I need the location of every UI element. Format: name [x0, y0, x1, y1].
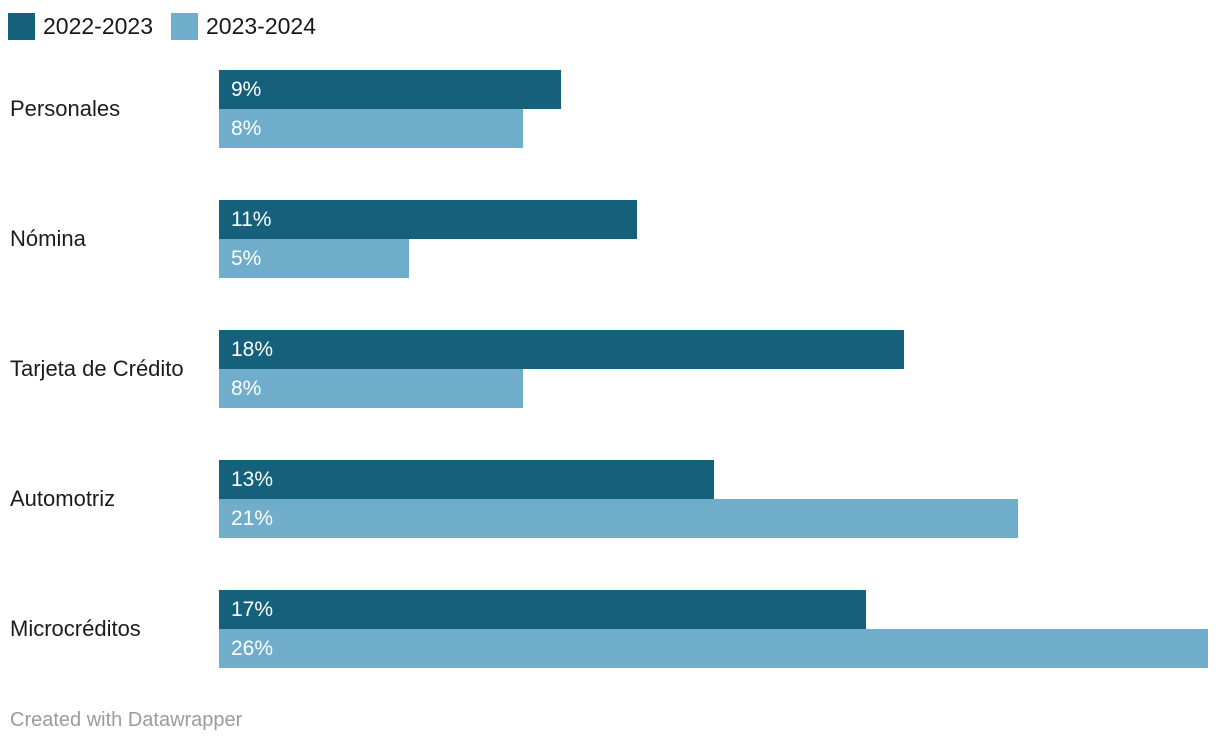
legend-label-2023-2024: 2023-2024	[206, 13, 316, 39]
value-label: 21%	[231, 507, 274, 530]
bar-2022-2023[interactable]: 11%	[219, 200, 637, 239]
value-label: 9%	[231, 78, 262, 101]
value-label: 5%	[231, 247, 262, 270]
bar-2023-2024[interactable]: 26%	[219, 629, 1208, 668]
category-label: Tarjeta de Crédito	[10, 356, 184, 381]
bar-2022-2023[interactable]: 13%	[219, 460, 714, 499]
category-label: Nómina	[10, 226, 86, 251]
legend-label-2022-2023: 2022-2023	[43, 13, 153, 39]
category-label: Personales	[10, 96, 121, 121]
category-label: Microcréditos	[10, 616, 141, 641]
attribution: Created with Datawrapper	[10, 709, 243, 731]
value-label: 8%	[231, 117, 262, 140]
bar-2023-2024[interactable]: 21%	[219, 499, 1018, 538]
bar-2022-2023[interactable]: 18%	[219, 330, 904, 369]
legend-item-2022-2023[interactable]: 2022-2023	[8, 13, 153, 40]
value-label: 13%	[231, 468, 274, 491]
value-label: 11%	[231, 208, 272, 231]
legend-swatch-2023-2024	[171, 13, 198, 40]
legend-swatch-2022-2023	[8, 13, 35, 40]
legend-item-2023-2024[interactable]: 2023-2024	[171, 13, 316, 40]
bar-2023-2024[interactable]: 5%	[219, 239, 409, 278]
bar-2022-2023[interactable]: 17%	[219, 590, 866, 629]
value-label: 18%	[231, 338, 274, 361]
bar-2023-2024[interactable]: 8%	[219, 109, 523, 148]
value-label: 26%	[231, 637, 274, 660]
value-label: 17%	[231, 598, 274, 621]
legend: 2022-2023 2023-2024	[8, 13, 334, 40]
category-label: Automotriz	[10, 486, 116, 511]
value-label: 8%	[231, 377, 262, 400]
bar-2022-2023[interactable]: 9%	[219, 70, 561, 109]
bar-2023-2024[interactable]: 8%	[219, 369, 523, 408]
